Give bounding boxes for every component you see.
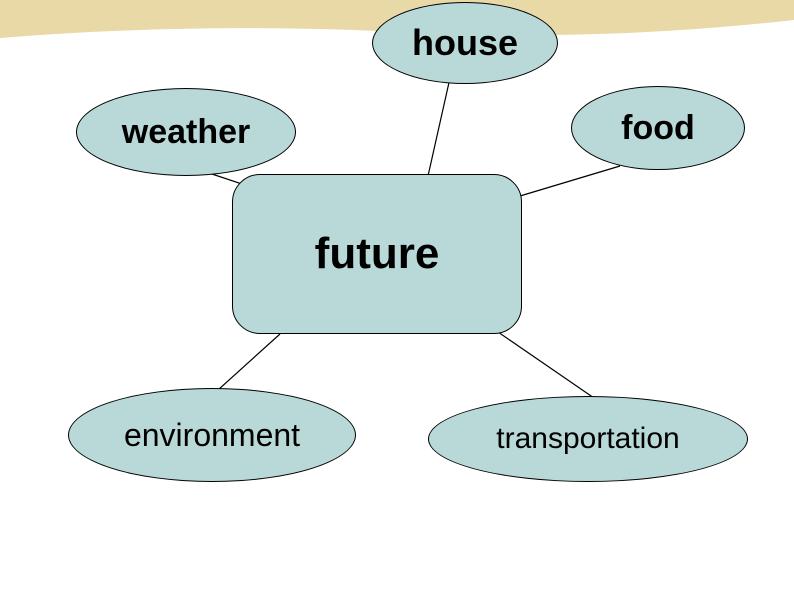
edge-transportation bbox=[498, 332, 594, 398]
node-house: house bbox=[372, 2, 558, 84]
node-label-food: food bbox=[621, 109, 695, 148]
node-transportation: transportation bbox=[428, 396, 748, 482]
node-environment: environment bbox=[68, 388, 356, 482]
node-label-environment: environment bbox=[124, 417, 300, 454]
node-label-house: house bbox=[412, 22, 518, 64]
node-label-weather: weather bbox=[122, 113, 251, 152]
edge-environment bbox=[218, 334, 280, 390]
center-node-label: future bbox=[315, 229, 440, 279]
edge-house bbox=[428, 78, 450, 176]
node-food: food bbox=[571, 86, 745, 170]
center-node-future: future bbox=[232, 174, 522, 334]
node-label-transportation: transportation bbox=[496, 422, 679, 456]
edge-food bbox=[520, 166, 620, 196]
node-weather: weather bbox=[76, 88, 296, 176]
